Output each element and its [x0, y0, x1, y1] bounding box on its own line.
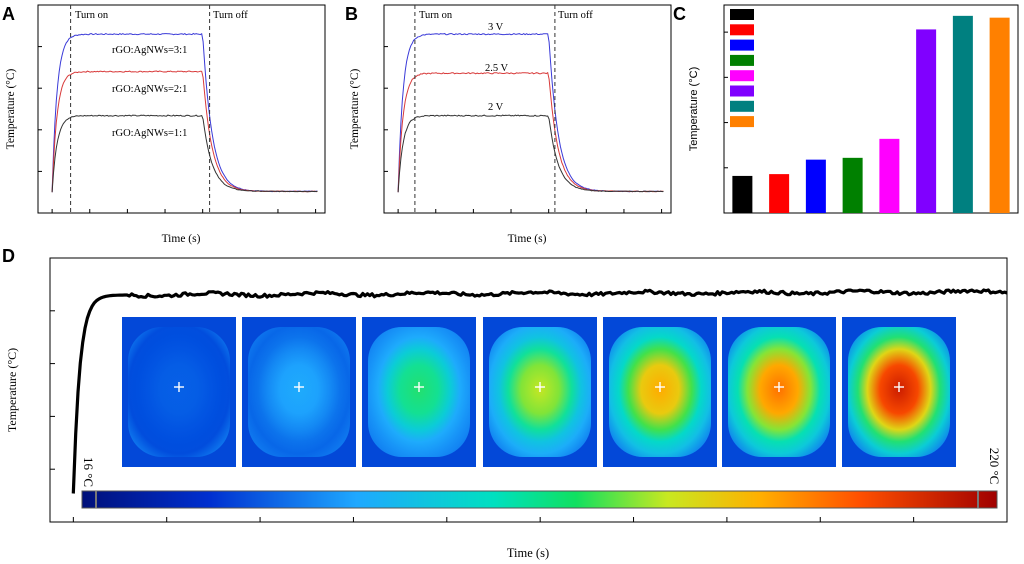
bar-0 [732, 175, 753, 213]
panel-b-series-label-2-5v: 2.5 V [485, 63, 509, 74]
panel-a-series-label-1to1: rGO:AgNWs=1:1 [112, 128, 187, 139]
legend-swatch-3 [730, 54, 754, 66]
legend-swatch-4 [730, 70, 754, 82]
bar-7 [989, 17, 1010, 213]
panel-a: A Turn on Turn off rGO:AgNWs=3:1 rGO:AgN… [2, 4, 326, 245]
panel-b-lines [397, 32, 664, 193]
series-line-1 [397, 71, 664, 193]
panel-c-frame [723, 4, 1019, 214]
bar-5 [916, 29, 937, 214]
panel-c-bars [732, 15, 1010, 214]
panel-b-series-label-2v: 2 V [488, 102, 504, 113]
panel-d-thermal-images [122, 317, 956, 467]
bar-1 [769, 174, 790, 213]
panel-c-ylabel: Temperature (°C) [688, 67, 700, 151]
series-line-0 [51, 32, 318, 193]
panel-c-ticks [724, 31, 728, 214]
panel-a-ticks [38, 4, 317, 214]
legend-swatch-5 [730, 85, 754, 97]
panel-a-series-label-3to1: rGO:AgNWs=3:1 [112, 45, 187, 56]
series-line-0 [397, 32, 664, 193]
panel-b-letter: B [345, 4, 358, 24]
panel-a-series-label-2to1: rGO:AgNWs=2:1 [112, 84, 187, 95]
panel-a-turn-on-label: Turn on [75, 10, 109, 21]
series-line-2 [51, 114, 318, 193]
panel-b-turn-off-label: Turn off [558, 10, 593, 21]
panel-d-line [71, 288, 1008, 494]
panel-a-xlabel: Time (s) [162, 233, 201, 245]
panel-c: C Temperature (°C) [673, 4, 1019, 214]
legend-swatch-1 [730, 24, 754, 36]
bar-6 [952, 15, 973, 214]
panel-d-ticks [50, 257, 1008, 523]
panel-d-colorbar-max-label: 220 °C [987, 448, 1002, 485]
bar-2 [805, 159, 826, 213]
panel-d-colorbar-min-label: 16 °C [81, 457, 96, 487]
panel-b-ticks [384, 4, 663, 214]
legend-swatch-6 [730, 100, 754, 112]
panel-d: D 16 °C 220 °C Time (s) Temperature (°C) [2, 246, 1008, 560]
series-line-2 [397, 114, 664, 193]
panel-b-frame [383, 4, 672, 214]
panel-d-frame [49, 257, 1008, 523]
panel-d-ylabel: Temperature (°C) [5, 348, 19, 432]
panel-b-turn-on-label: Turn on [419, 10, 453, 21]
panel-d-colorbar [81, 490, 998, 509]
panel-b-ylabel: Temperature (°C) [349, 68, 361, 149]
panel-a-ylabel: Temperature (°C) [5, 68, 17, 149]
panel-d-xlabel: Time (s) [507, 546, 549, 560]
legend-swatch-0 [730, 9, 754, 20]
panel-c-legend [730, 9, 754, 128]
panel-a-letter: A [2, 4, 15, 24]
panel-a-lines [51, 32, 318, 193]
panel-d-letter: D [2, 246, 15, 266]
legend-swatch-7 [730, 116, 754, 128]
bar-4 [879, 138, 900, 213]
panel-c-letter: C [673, 4, 686, 24]
legend-swatch-2 [730, 39, 754, 51]
panel-a-frame [37, 4, 326, 214]
panel-b: B Turn on Turn off 3 V 2.5 V 2 V Time (s… [345, 4, 672, 245]
panel-b-series-label-3v: 3 V [488, 22, 504, 33]
panel-b-xlabel: Time (s) [508, 233, 547, 245]
temperature-line [71, 288, 1008, 494]
panel-a-turn-off-label: Turn off [213, 10, 248, 21]
bar-3 [842, 157, 863, 213]
